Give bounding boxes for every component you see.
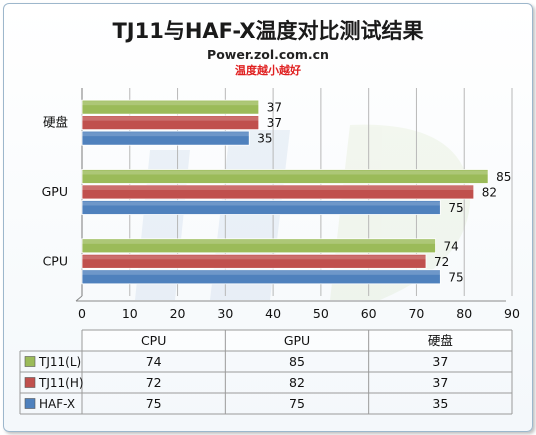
- table-cell: 37: [432, 375, 448, 390]
- bar-highlight: [82, 101, 259, 106]
- legend-swatch: [24, 398, 36, 409]
- bar-highlight: [82, 116, 259, 121]
- data-label: 82: [482, 186, 497, 200]
- bar: [81, 184, 475, 200]
- legend-label: TJ11(H): [38, 376, 84, 390]
- bar: [81, 238, 436, 254]
- chart-source: Power.zol.com.cn: [207, 47, 329, 62]
- bar-highlight: [82, 186, 474, 190]
- legend-swatch: [24, 377, 36, 388]
- table-cell: 35: [432, 396, 448, 411]
- table-header: GPU: [284, 333, 310, 348]
- bar-highlight: [82, 170, 489, 175]
- bar-highlight: [82, 270, 441, 275]
- bar: [81, 99, 260, 115]
- bar-highlight: [82, 239, 436, 244]
- table-cell: 75: [289, 396, 305, 411]
- bar-highlight: [82, 132, 250, 137]
- chart-title: TJ11与HAF-X温度对比测试结果: [112, 19, 423, 43]
- category-label: GPU: [42, 184, 68, 199]
- data-label: 75: [448, 270, 463, 284]
- category-label: 硬盘: [43, 115, 68, 130]
- data-label: 74: [444, 239, 459, 253]
- x-tick-label: 60: [361, 306, 377, 321]
- legend-label: HAF-X: [39, 397, 75, 411]
- x-tick-label: 80: [456, 306, 472, 321]
- bar: [81, 115, 260, 131]
- x-tick-label: 40: [265, 306, 281, 321]
- table-cell: 75: [146, 396, 162, 411]
- legend-label: TJ11(L): [38, 355, 81, 369]
- data-label: 37: [267, 116, 282, 130]
- bar: [81, 200, 441, 215]
- x-tick-label: 70: [408, 306, 424, 321]
- data-table: CPU GPU 硬盘 TJ11(L) 74 85 37 TJ11(H) 72 82 37 HAF-X 7…: [19, 329, 513, 415]
- x-tick-label: 10: [122, 306, 138, 321]
- table-cell: 72: [146, 375, 162, 390]
- table-cell: 82: [289, 375, 305, 390]
- chart-frame: [3, 3, 533, 432]
- table-cell: 74: [146, 354, 162, 369]
- x-tick-label: 0: [78, 306, 86, 321]
- data-label: 85: [496, 170, 511, 184]
- category-label: CPU: [43, 253, 68, 268]
- bar: [81, 269, 441, 285]
- table-header: 硬盘: [428, 333, 453, 348]
- x-tick-label: 20: [170, 306, 186, 321]
- legend-swatch: [24, 356, 36, 367]
- x-tick-label: 90: [504, 306, 520, 321]
- bar: [81, 169, 489, 184]
- bar-highlight: [82, 201, 441, 206]
- data-label: 72: [434, 255, 449, 269]
- bar: [81, 253, 427, 269]
- table-cell: 85: [289, 354, 305, 369]
- bar-highlight: [82, 255, 426, 260]
- data-label: 37: [267, 101, 282, 115]
- table-header-bg: [82, 330, 512, 351]
- x-tick-label: 30: [217, 306, 233, 321]
- table-cell: 37: [432, 354, 448, 369]
- axis-corner: [75, 295, 83, 302]
- chart-subtitle: 温度越小越好: [235, 63, 301, 77]
- x-tick-label: 50: [313, 306, 329, 321]
- data-label: 35: [257, 132, 272, 146]
- bar: [81, 130, 250, 146]
- table-header: CPU: [141, 333, 166, 348]
- data-label: 75: [448, 201, 463, 215]
